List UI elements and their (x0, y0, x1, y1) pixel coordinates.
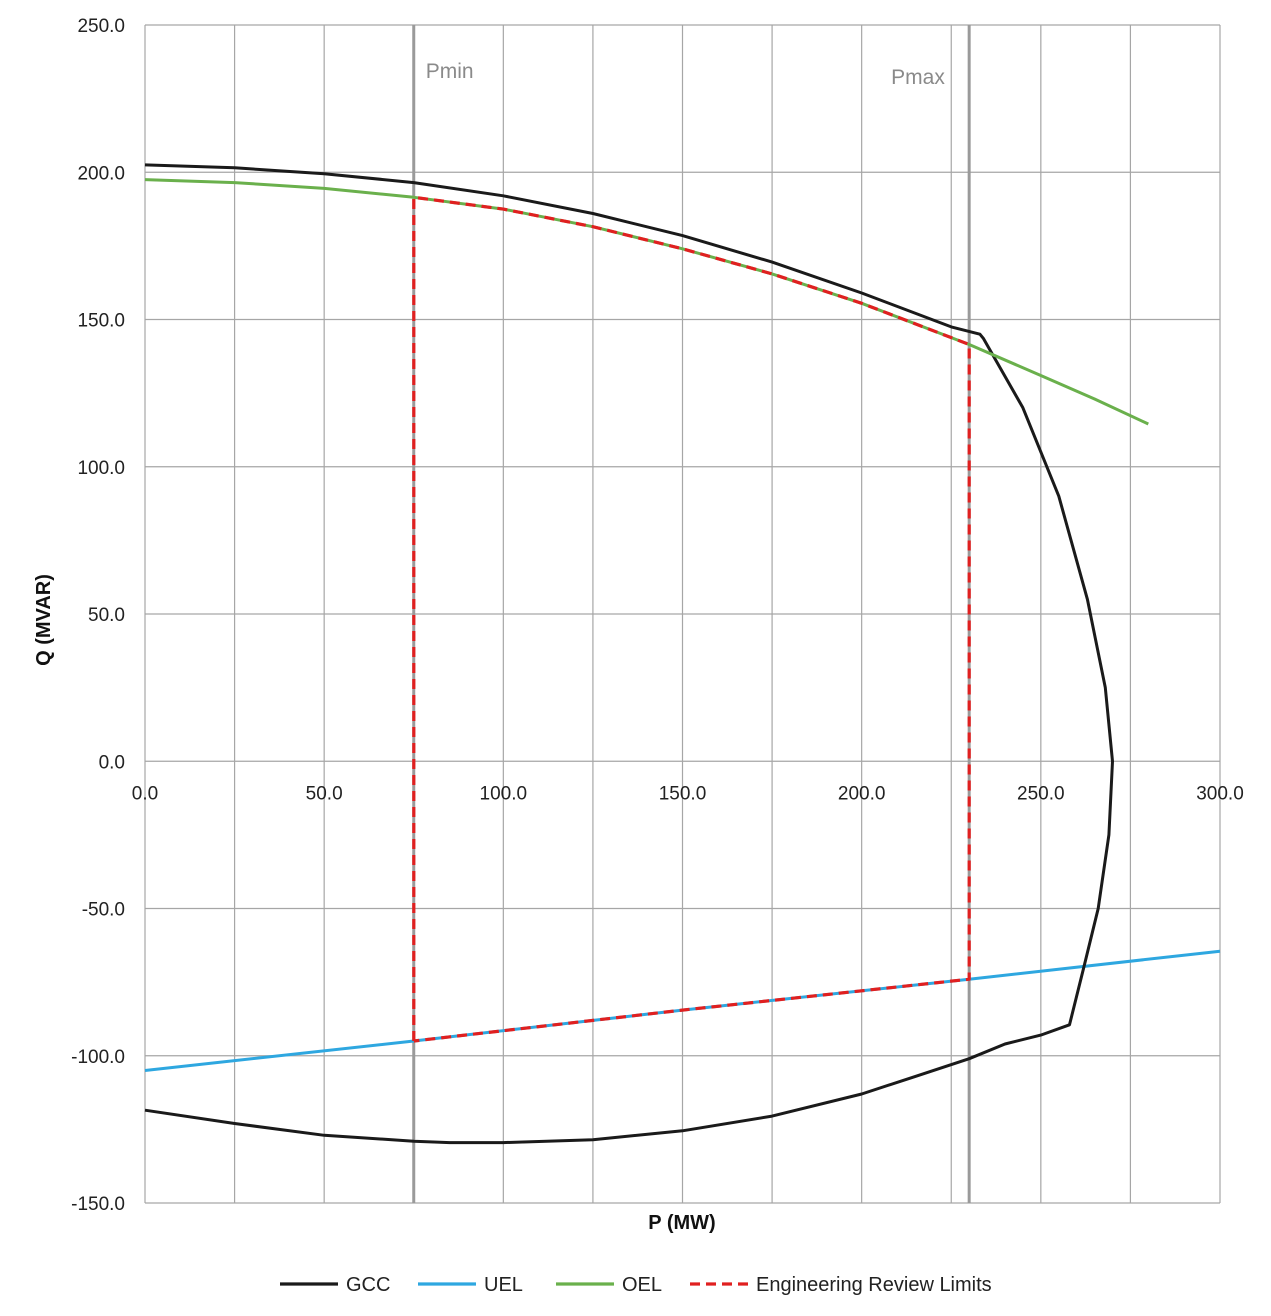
series-lines (144, 163, 1221, 1145)
series-line-oel (144, 178, 1149, 426)
series-line-engineering-review-limits (412, 195, 971, 1043)
legend-label-gcc: GCC (346, 1274, 390, 1296)
x-tick-label: 250.0 (1017, 783, 1065, 804)
x-tick-label: 300.0 (1196, 783, 1244, 804)
marker-label-pmax: Pmax (891, 66, 945, 89)
legend-label-oel: OEL (622, 1274, 662, 1296)
y-tick-label: 100.0 (77, 458, 125, 479)
x-tick-label: 50.0 (306, 783, 343, 804)
y-tick-label: 250.0 (77, 16, 125, 37)
x-tick-label: 200.0 (838, 783, 886, 804)
grid-lines (144, 24, 1221, 1204)
y-tick-label: 200.0 (77, 163, 125, 184)
y-tick-label: 0.0 (99, 752, 125, 773)
y-tick-label: 50.0 (88, 605, 125, 626)
tick-labels: 0.0 50.0 100.0 150.0 200.0 250.0 300.0 250.0 200… (71, 16, 1244, 1215)
x-tick-label: 0.0 (132, 783, 158, 804)
y-tick-label: 150.0 (77, 311, 125, 332)
y-tick-label: -150.0 (71, 1194, 125, 1215)
legend: GCC UEL OEL Engineering Review Limits (280, 1274, 992, 1296)
x-axis-title: P (MW) (648, 1212, 715, 1234)
legend-label-engineering-review-limits: Engineering Review Limits (756, 1274, 992, 1296)
x-tick-label: 150.0 (659, 783, 707, 804)
y-axis-title: Q (MVAR) (33, 574, 55, 666)
x-tick-label: 100.0 (480, 783, 528, 804)
y-tick-label: -50.0 (82, 900, 125, 921)
legend-label-uel: UEL (484, 1274, 523, 1296)
marker-label-pmin: Pmin (426, 60, 474, 83)
series-line-gcc (144, 163, 1114, 1145)
y-tick-label: -100.0 (71, 1047, 125, 1068)
